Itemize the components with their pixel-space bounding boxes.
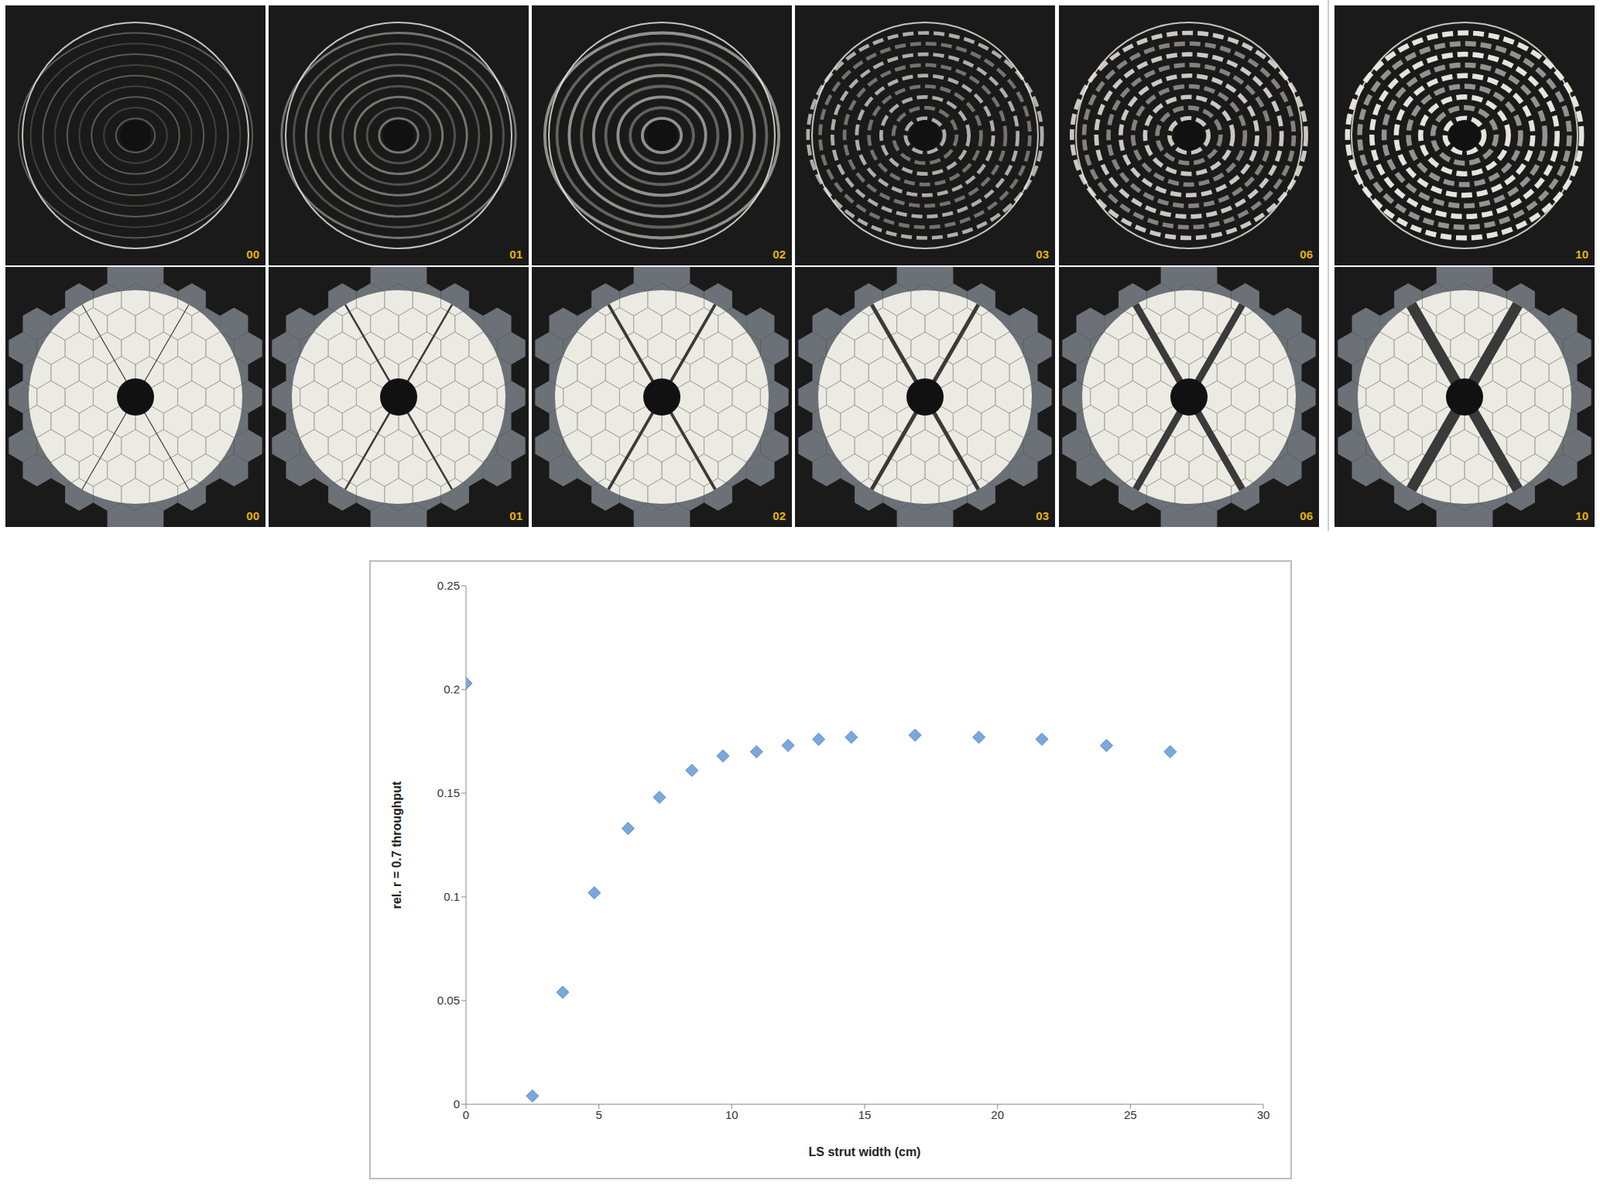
svg-text:LS strut width (cm): LS strut width (cm) [808, 1145, 922, 1159]
svg-text:30: 30 [1257, 1108, 1271, 1122]
svg-text:02: 02 [772, 247, 786, 261]
svg-text:0: 0 [453, 1097, 460, 1111]
svg-text:5: 5 [595, 1108, 602, 1122]
svg-text:0: 0 [462, 1108, 470, 1122]
svg-text:0.2: 0.2 [443, 682, 460, 696]
svg-text:0.1: 0.1 [443, 890, 460, 904]
svg-text:01: 01 [509, 247, 523, 261]
svg-text:0.25: 0.25 [437, 579, 460, 593]
svg-text:0.05: 0.05 [437, 993, 460, 1008]
svg-text:15: 15 [858, 1108, 872, 1122]
svg-text:20: 20 [990, 1108, 1004, 1122]
svg-text:rel. r = 0.7 throughput: rel. r = 0.7 throughput [390, 781, 404, 910]
svg-text:06: 06 [1299, 247, 1313, 261]
svg-text:10: 10 [1575, 247, 1589, 261]
svg-text:03: 03 [1035, 247, 1049, 261]
svg-text:06: 06 [1299, 509, 1313, 523]
svg-text:03: 03 [1035, 509, 1049, 523]
svg-text:00: 00 [246, 509, 260, 523]
svg-text:0.15: 0.15 [437, 786, 460, 800]
svg-text:00: 00 [246, 247, 260, 261]
svg-text:02: 02 [772, 509, 786, 523]
svg-text:10: 10 [725, 1108, 739, 1122]
svg-text:10: 10 [1575, 509, 1589, 523]
svg-text:25: 25 [1123, 1108, 1138, 1122]
svg-text:01: 01 [509, 509, 523, 523]
